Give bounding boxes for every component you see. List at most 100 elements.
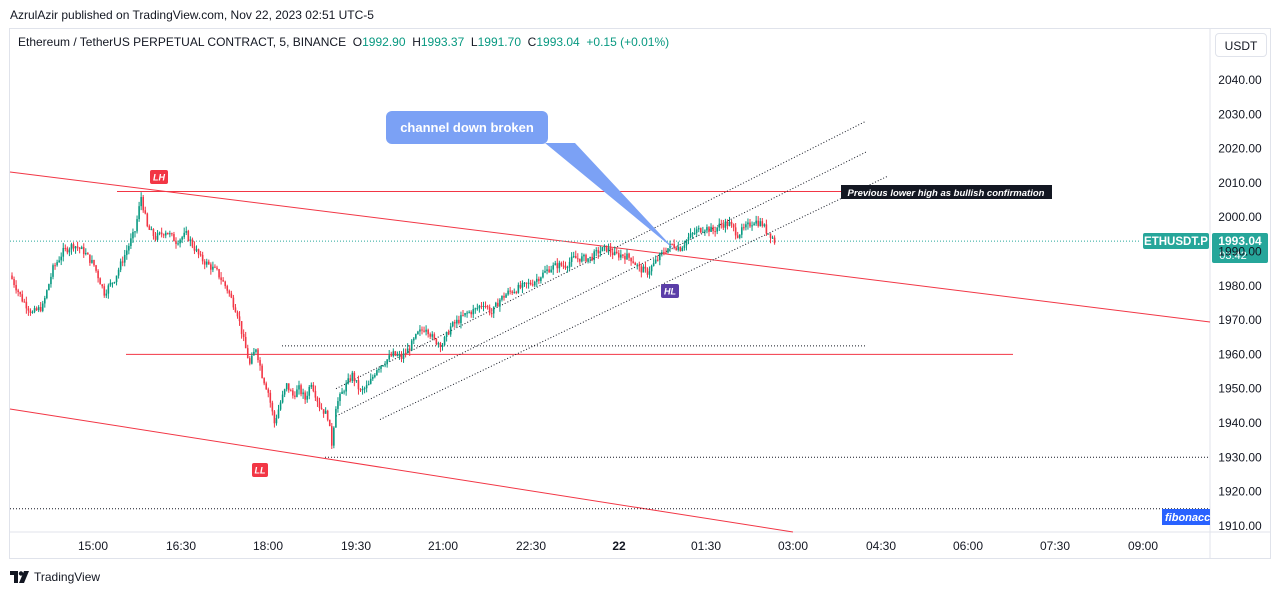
candle-body — [515, 291, 518, 293]
candle-body — [191, 239, 194, 247]
candle-body — [599, 251, 602, 254]
candle-body — [429, 334, 431, 337]
x-tick-label: 22 — [612, 539, 626, 553]
candle-body — [503, 295, 505, 298]
candle-body — [638, 264, 641, 267]
candle-body — [431, 334, 434, 337]
candle-body — [406, 348, 409, 354]
candle-body — [558, 262, 561, 269]
candle-body — [700, 228, 702, 233]
candle-body — [80, 247, 83, 249]
symbol-legend: Ethereum / TetherUS PERPETUAL CONTRACT, … — [18, 35, 669, 49]
candle-body — [476, 308, 479, 310]
candle-body — [337, 401, 339, 409]
fib-label-text: fibonacc — [1165, 512, 1210, 524]
candle-body — [513, 291, 516, 293]
x-tick-label: 04:30 — [866, 539, 896, 553]
y-tick-label: 1960.00 — [1218, 347, 1262, 361]
legend-symbol: Ethereum / TetherUS PERPETUAL CONTRACT, … — [18, 35, 347, 49]
candle-body — [349, 378, 352, 381]
candle-body — [208, 261, 210, 265]
candle-body — [603, 245, 606, 248]
candle-body — [328, 419, 331, 427]
candle-body — [99, 278, 101, 285]
lh-badge-text: LH — [153, 173, 165, 183]
x-tick-label: 09:00 — [1128, 539, 1158, 553]
candle-body — [82, 247, 85, 255]
candle-body — [763, 224, 766, 226]
candle-body — [661, 252, 663, 254]
candle-body — [695, 229, 698, 233]
candle-body — [140, 197, 142, 207]
candle-body — [101, 284, 103, 287]
candle-body — [652, 263, 655, 266]
candle-body — [716, 227, 718, 232]
candle-body — [74, 246, 77, 249]
candle-body — [566, 267, 569, 269]
candle-body — [587, 258, 589, 262]
candle-body — [279, 402, 282, 410]
y-tick-label: 1970.00 — [1218, 313, 1262, 327]
candle-body — [548, 269, 550, 273]
candle-body — [189, 239, 192, 241]
candle-body — [527, 282, 530, 284]
candle-body — [322, 409, 325, 414]
candle-body — [39, 307, 42, 311]
candle-body — [298, 385, 300, 390]
candle-body — [724, 221, 727, 228]
candle-body — [353, 372, 356, 382]
candle-body — [253, 351, 255, 356]
candle-body — [238, 316, 241, 322]
candle-body — [734, 227, 737, 236]
x-tick-label: 22:30 — [516, 539, 546, 553]
candle-body — [249, 358, 251, 364]
candle-body — [433, 334, 436, 339]
symbol-tag-text: ETHUSDT.P — [1144, 236, 1208, 248]
candle-body — [58, 260, 60, 263]
candle-body — [121, 261, 124, 263]
candle-body — [117, 269, 120, 276]
candle-body — [15, 284, 17, 291]
candle-body — [331, 426, 333, 446]
candle-body — [224, 281, 226, 287]
candle-body — [415, 334, 417, 339]
candle-body — [275, 417, 278, 424]
candle-body — [544, 270, 546, 273]
candle-body — [372, 376, 374, 379]
candle-body — [628, 253, 630, 258]
candle-body — [392, 351, 395, 357]
candle-body — [413, 338, 415, 341]
candle-body — [216, 267, 218, 270]
candle-body — [451, 322, 454, 327]
currency-button[interactable]: USDT — [1215, 33, 1267, 57]
candle-body — [304, 392, 306, 400]
tradingview-logo[interactable]: TradingView — [10, 570, 100, 584]
candle-body — [152, 229, 155, 237]
candle-body — [89, 254, 91, 263]
candle-body — [497, 302, 499, 307]
candle-body — [185, 230, 188, 233]
candle-body — [439, 343, 442, 347]
candle-body — [76, 246, 79, 248]
candle-body — [708, 227, 710, 232]
candle-body — [738, 234, 741, 238]
candle-body — [359, 389, 362, 391]
candle-body — [29, 310, 32, 313]
candle-body — [363, 388, 366, 390]
y-tick-label: 1950.00 — [1218, 382, 1262, 396]
candle-body — [46, 290, 48, 299]
candle-body — [730, 221, 733, 225]
y-tick-label: 2010.00 — [1218, 176, 1262, 190]
candle-body — [64, 247, 67, 249]
legend-low-label: L — [470, 35, 478, 49]
candle-body — [181, 237, 183, 240]
candle-body — [316, 397, 319, 402]
chart-frame — [9, 28, 1271, 559]
hl-badge-text: HL — [664, 287, 676, 297]
candle-body — [509, 290, 511, 292]
candle-body — [54, 265, 56, 267]
candle-body — [13, 279, 15, 285]
candle-body — [251, 355, 253, 364]
candle-body — [447, 331, 450, 335]
